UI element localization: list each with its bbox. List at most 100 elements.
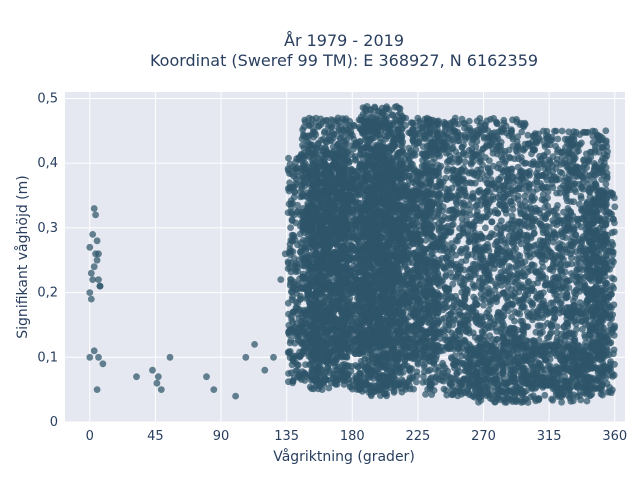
data-point <box>309 142 316 149</box>
data-point <box>417 125 424 132</box>
data-point <box>310 232 317 239</box>
data-point <box>380 276 387 283</box>
data-point <box>94 386 101 393</box>
data-point <box>322 369 329 376</box>
data-point <box>314 358 321 365</box>
data-point <box>364 343 371 350</box>
data-point <box>317 184 324 191</box>
data-point <box>397 385 404 392</box>
data-point <box>333 257 340 264</box>
data-point <box>372 218 379 225</box>
data-point <box>309 367 316 374</box>
data-point <box>398 301 405 308</box>
data-point <box>310 161 317 168</box>
data-point <box>378 284 385 291</box>
data-point <box>285 155 292 162</box>
data-point <box>297 296 304 303</box>
data-point <box>285 258 292 265</box>
data-point <box>242 354 249 361</box>
data-point <box>317 202 324 209</box>
data-point <box>306 122 313 129</box>
data-point <box>322 171 329 178</box>
data-point <box>362 107 369 114</box>
data-point <box>416 138 423 145</box>
data-point <box>149 367 156 374</box>
data-point <box>155 373 162 380</box>
data-point <box>251 341 258 348</box>
data-point <box>348 166 355 173</box>
data-point <box>287 224 294 231</box>
data-point <box>413 189 420 196</box>
data-point <box>314 287 321 294</box>
data-point <box>365 272 372 279</box>
data-point <box>414 241 421 248</box>
data-point <box>372 105 379 112</box>
data-point <box>298 250 305 257</box>
data-point <box>374 132 381 139</box>
data-point <box>326 200 333 207</box>
data-point <box>320 162 327 169</box>
data-point <box>310 180 317 187</box>
data-point <box>335 272 342 279</box>
data-point <box>312 131 319 138</box>
data-point <box>347 124 354 131</box>
data-point <box>94 257 101 264</box>
data-point <box>395 328 402 335</box>
data-point <box>311 171 318 178</box>
data-point <box>286 201 293 208</box>
data-point <box>347 192 354 199</box>
data-point <box>412 226 419 233</box>
data-point <box>340 224 347 231</box>
data-point <box>328 263 335 270</box>
data-point <box>290 184 297 191</box>
data-point <box>345 327 352 334</box>
data-point <box>88 296 95 303</box>
data-point <box>335 164 342 171</box>
data-point <box>289 289 296 296</box>
data-point <box>356 138 363 145</box>
data-point <box>336 316 343 323</box>
data-point <box>341 353 348 360</box>
data-point <box>340 340 347 347</box>
data-point <box>308 240 315 247</box>
data-point <box>348 383 355 390</box>
data-point <box>398 232 405 239</box>
data-point <box>409 120 416 127</box>
data-point <box>419 194 426 201</box>
data-point <box>348 368 355 375</box>
data-point <box>413 372 420 379</box>
data-point <box>360 281 367 288</box>
data-point <box>348 281 355 288</box>
data-point <box>408 324 415 331</box>
data-point <box>381 148 388 155</box>
data-point <box>329 301 336 308</box>
data-point <box>357 146 364 153</box>
data-point <box>91 263 98 270</box>
data-point <box>383 105 390 112</box>
data-point <box>308 265 315 272</box>
data-point <box>406 223 413 230</box>
data-point <box>410 150 417 157</box>
data-point <box>393 126 400 133</box>
data-point <box>409 281 416 288</box>
data-point <box>398 171 405 178</box>
data-point <box>345 376 352 383</box>
data-point <box>300 133 307 140</box>
data-point <box>334 142 341 149</box>
data-point <box>343 115 350 122</box>
data-point <box>92 250 99 257</box>
data-point <box>319 308 326 315</box>
data-point <box>331 347 338 354</box>
data-point <box>312 209 319 216</box>
data-point <box>322 145 329 152</box>
data-point <box>398 181 405 188</box>
data-point <box>323 286 330 293</box>
data-point <box>322 294 329 301</box>
data-point <box>405 193 412 200</box>
data-point <box>393 103 400 110</box>
data-point <box>345 336 352 343</box>
data-point <box>300 347 307 354</box>
data-point <box>371 328 378 335</box>
data-point <box>315 140 322 147</box>
